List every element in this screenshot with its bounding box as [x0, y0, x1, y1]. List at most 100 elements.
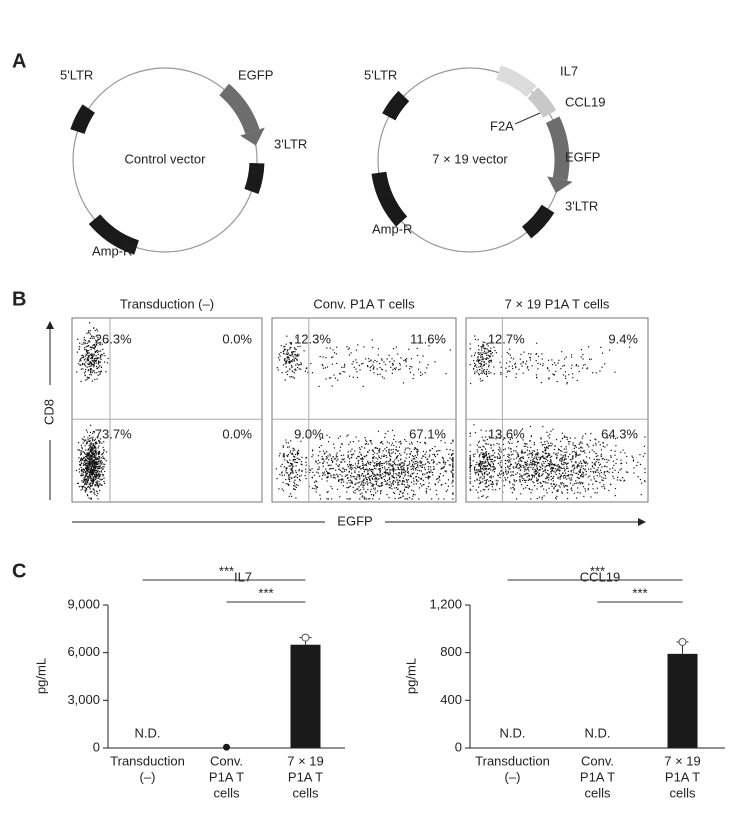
event-dot: [415, 469, 417, 471]
event-dot: [372, 453, 374, 456]
event-dot: [619, 469, 621, 471]
event-dot: [80, 463, 82, 466]
event-dot: [496, 456, 498, 458]
event-dot: [397, 481, 400, 483]
event-dot: [513, 488, 515, 490]
event-dot: [323, 473, 325, 475]
event-dot: [548, 359, 550, 361]
event-dot: [482, 379, 484, 382]
event-dot: [499, 474, 501, 476]
event-dot: [94, 484, 96, 486]
event-dot: [376, 360, 378, 363]
event-dot: [533, 471, 535, 473]
event-dot: [345, 469, 348, 471]
event-dot: [80, 368, 82, 370]
event-dot: [526, 467, 528, 469]
event-dot: [87, 377, 89, 379]
event-dot: [555, 453, 558, 455]
event-dot: [376, 479, 378, 481]
significance-label: ***: [258, 585, 273, 600]
event-dot: [452, 462, 454, 465]
event-dot: [582, 468, 585, 470]
event-dot: [474, 352, 477, 354]
event-dot: [282, 481, 284, 484]
event-dot: [389, 469, 392, 471]
event-dot: [399, 475, 402, 477]
event-dot: [355, 349, 358, 351]
event-dot: [555, 370, 557, 373]
event-dot: [99, 483, 102, 485]
event-dot: [373, 462, 375, 464]
event-dot: [350, 457, 352, 459]
event-dot: [518, 476, 521, 478]
event-dot: [631, 455, 633, 457]
event-dot: [398, 463, 400, 465]
event-dot: [546, 464, 548, 467]
event-dot: [88, 363, 90, 365]
event-dot: [325, 357, 327, 359]
event-dot: [334, 474, 336, 476]
quadrant-percent: 9.0%: [294, 427, 324, 442]
event-dot: [507, 466, 509, 468]
event-dot: [284, 345, 286, 348]
event-dot: [300, 461, 303, 463]
quadrant-percent: 0.0%: [222, 427, 252, 442]
event-dot: [432, 468, 435, 470]
event-dot: [294, 458, 297, 461]
event-dot: [93, 472, 95, 474]
event-dot: [91, 438, 94, 440]
event-dot: [333, 352, 336, 354]
event-dot: [452, 439, 454, 441]
event-dot: [609, 437, 612, 439]
event-dot: [295, 461, 297, 464]
event-dot: [90, 491, 92, 493]
event-dot: [548, 464, 550, 466]
event-dot: [485, 470, 488, 472]
event-dot: [565, 356, 567, 358]
event-dot: [323, 460, 325, 462]
event-dot: [398, 497, 400, 499]
event-dot: [566, 492, 569, 494]
event-dot: [104, 355, 106, 357]
event-dot: [452, 481, 454, 483]
event-dot: [524, 470, 526, 472]
event-dot: [312, 471, 314, 473]
event-dot: [564, 470, 566, 472]
event-dot: [427, 461, 429, 463]
event-dot: [488, 480, 490, 482]
event-dot: [408, 348, 410, 350]
event-dot: [557, 452, 559, 454]
event-dot: [412, 469, 414, 471]
event-dot: [299, 364, 301, 366]
event-dot: [418, 498, 420, 500]
event-dot: [559, 486, 561, 488]
event-dot: [386, 494, 388, 496]
event-dot: [394, 497, 396, 500]
event-dot: [280, 344, 282, 347]
event-dot: [97, 351, 99, 353]
event-dot: [357, 466, 359, 468]
event-dot: [390, 459, 392, 461]
event-dot: [392, 469, 395, 471]
event-dot: [552, 480, 554, 482]
event-dot: [578, 443, 580, 446]
event-dot: [368, 498, 370, 500]
event-dot: [397, 466, 399, 468]
event-dot: [375, 483, 377, 486]
event-dot: [418, 476, 420, 479]
event-dot: [300, 470, 303, 472]
event-dot: [93, 461, 95, 463]
event-dot: [84, 471, 86, 473]
event-dot: [604, 446, 606, 448]
event-dot: [362, 486, 364, 488]
event-dot: [587, 468, 590, 470]
event-dot: [387, 472, 389, 474]
event-dot: [563, 483, 565, 485]
event-dot: [96, 482, 99, 484]
event-dot: [86, 456, 88, 458]
event-dot: [362, 473, 364, 475]
event-dot: [95, 360, 97, 363]
event-dot: [505, 469, 507, 471]
event-dot: [542, 425, 544, 428]
event-dot: [322, 450, 325, 452]
